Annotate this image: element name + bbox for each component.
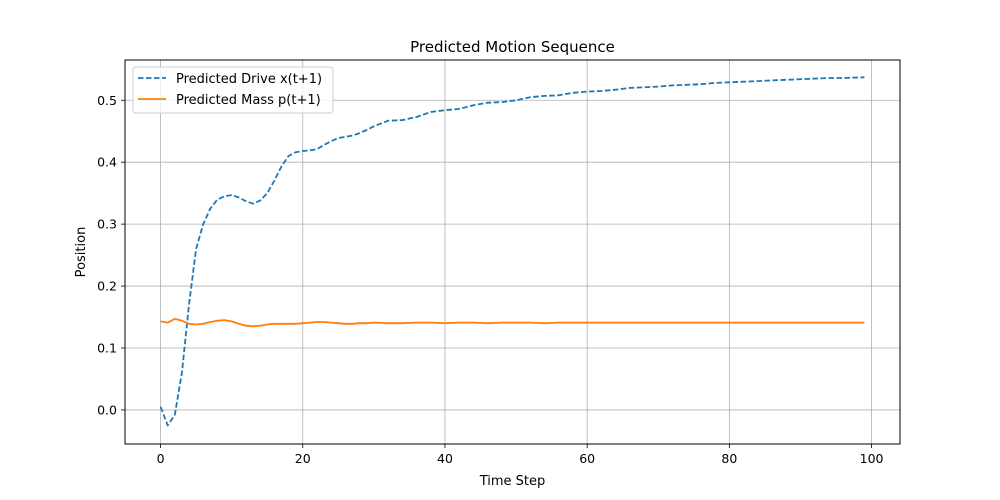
x-tick-label: 100 — [860, 451, 884, 466]
plot-frame — [124, 59, 901, 445]
y-tick-label: 0.4 — [97, 155, 117, 170]
legend-label-drive: Predicted Drive x(t+1) — [176, 72, 322, 87]
y-tick-label: 0.0 — [97, 402, 117, 417]
legend-label-mass: Predicted Mass p(t+1) — [176, 93, 321, 108]
y-tick-label: 0.1 — [97, 341, 117, 356]
series-line-drive — [159, 76, 865, 427]
y-axis-label: Position — [74, 227, 89, 278]
series-line-mass — [160, 317, 865, 328]
chart-title: Predicted Motion Sequence — [410, 38, 615, 56]
x-tick-label: 40 — [437, 451, 453, 466]
y-tick-label: 0.5 — [97, 93, 117, 108]
x-axis-label: Time Step — [479, 474, 546, 489]
x-tick-label: 80 — [721, 451, 737, 466]
y-tick-label: 0.3 — [97, 217, 117, 232]
tick-layer: 0 20 40 60 80 100 0.0 0.1 0.2 0.3 0.4 0.5 — [97, 93, 883, 466]
series-layer — [159, 76, 865, 427]
legend-box — [132, 66, 334, 114]
x-tick-label: 20 — [295, 451, 311, 466]
y-tick-label: 0.2 — [97, 279, 117, 294]
x-tick-label: 60 — [579, 451, 595, 466]
legend: Predicted Drive x(t+1) Predicted Mass p(… — [132, 66, 334, 114]
x-tick-label: 0 — [157, 451, 165, 466]
grid-layer — [125, 60, 900, 444]
